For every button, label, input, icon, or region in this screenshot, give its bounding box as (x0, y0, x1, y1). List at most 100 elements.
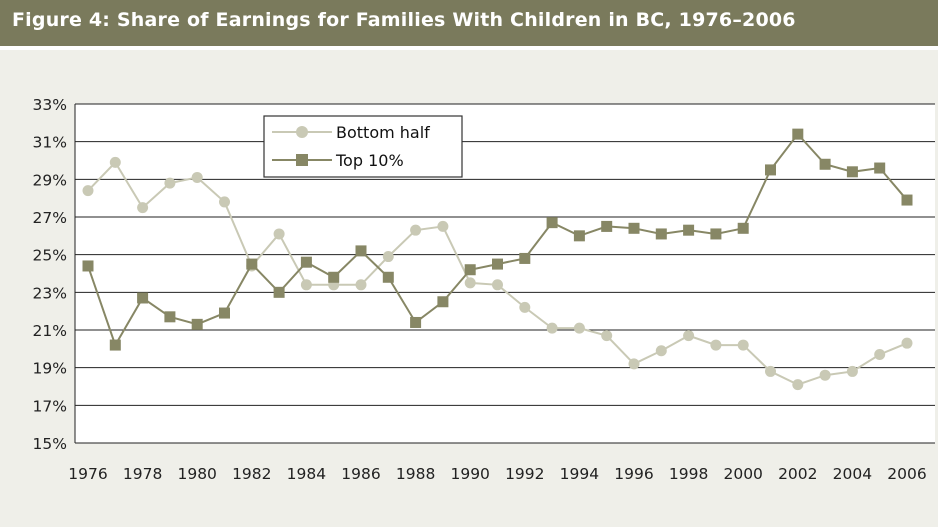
x-tick-label: 1992 (505, 465, 544, 483)
title-divider (0, 46, 938, 50)
data-point (191, 318, 203, 330)
legend-label-top-10: Top 10% (335, 151, 404, 170)
x-tick-label: 1982 (232, 465, 271, 483)
data-point (410, 224, 422, 236)
data-point (492, 279, 503, 291)
data-point (410, 316, 422, 328)
y-tick-label: 23% (33, 284, 67, 302)
data-point (601, 330, 613, 342)
data-point (137, 292, 149, 304)
data-point (846, 365, 858, 377)
data-point (519, 252, 531, 264)
x-tick-label: 1976 (68, 465, 107, 483)
data-point (300, 256, 312, 268)
data-point (519, 301, 531, 313)
data-point (874, 348, 886, 360)
data-point (628, 222, 640, 234)
y-tick-label: 29% (33, 171, 67, 189)
data-point (109, 156, 121, 168)
x-tick-label: 1990 (450, 465, 489, 483)
legend-label-bottom-half: Bottom half (336, 123, 430, 142)
x-tick-label: 1988 (396, 465, 435, 483)
data-point (737, 339, 749, 351)
gridlines (74, 103, 935, 444)
data-point (273, 286, 285, 298)
data-point (765, 164, 776, 176)
y-tick-label: 31% (33, 134, 67, 152)
data-point (82, 185, 94, 197)
data-point (546, 322, 558, 334)
data-point (164, 177, 176, 189)
data-point (300, 279, 312, 291)
data-point (628, 358, 640, 370)
data-point (683, 330, 695, 342)
series-layer (82, 128, 913, 391)
x-tick-label: 2004 (833, 465, 872, 483)
y-tick-label: 27% (33, 209, 67, 227)
data-point (737, 222, 749, 234)
data-point (710, 339, 722, 351)
series-top-10 (82, 128, 913, 351)
data-point (765, 365, 776, 377)
data-point (792, 128, 804, 140)
data-point (846, 166, 858, 178)
data-point (573, 322, 585, 334)
data-point (355, 279, 367, 291)
data-point (819, 158, 831, 170)
x-tick-label: 1984 (287, 465, 326, 483)
data-point (710, 228, 722, 240)
legend-marker-bottom-half (296, 126, 308, 138)
x-tick-label: 1996 (614, 465, 653, 483)
legend-box (263, 115, 463, 178)
data-point (382, 251, 394, 263)
data-point (901, 337, 913, 349)
data-point (382, 271, 394, 283)
y-tick-label: 25% (33, 247, 67, 265)
data-point (601, 220, 613, 232)
data-point (819, 369, 831, 381)
data-point (655, 345, 667, 357)
y-tick-label: 17% (33, 397, 67, 415)
chart-title: Figure 4: Share of Earnings for Families… (12, 9, 796, 31)
data-point (109, 339, 121, 351)
data-point (164, 311, 176, 323)
title-bar: Figure 4: Share of Earnings for Families… (0, 0, 938, 46)
data-point (464, 264, 476, 276)
series-bottom-half (82, 156, 913, 391)
plot-area (75, 104, 935, 443)
data-point (137, 202, 149, 214)
data-point (792, 379, 804, 391)
data-point (191, 171, 203, 183)
data-point (437, 296, 449, 308)
data-point (273, 228, 285, 240)
data-point (874, 162, 886, 174)
x-tick-label: 2002 (778, 465, 817, 483)
data-point (328, 271, 340, 283)
data-point (219, 307, 230, 319)
data-point (437, 220, 449, 232)
y-axis-ticks: 15% 17% 19% 21% 23% 25% 27% 29% 31% 33% (33, 96, 67, 453)
data-point (82, 260, 94, 272)
x-tick-label: 1994 (560, 465, 599, 483)
y-tick-label: 19% (33, 360, 67, 378)
data-point (464, 277, 476, 289)
data-point (246, 258, 258, 270)
y-tick-label: 15% (33, 435, 67, 453)
y-tick-label: 33% (33, 96, 67, 114)
data-point (492, 258, 503, 270)
legend-marker-top-10 (296, 154, 308, 166)
x-tick-label: 1978 (123, 465, 162, 483)
data-point (655, 228, 667, 240)
data-point (573, 230, 585, 242)
legend: Bottom half Top 10% (263, 115, 463, 178)
y-tick-label: 21% (33, 322, 67, 340)
data-point (683, 224, 695, 236)
data-point (219, 196, 230, 208)
data-point (901, 194, 913, 206)
data-point (546, 217, 558, 229)
data-point (355, 245, 367, 257)
x-axis-ticks: 1976 1978 1980 1982 1984 1986 1988 1990 1992 1994… (68, 465, 926, 483)
x-tick-label: 1980 (177, 465, 216, 483)
x-tick-label: 1986 (341, 465, 380, 483)
